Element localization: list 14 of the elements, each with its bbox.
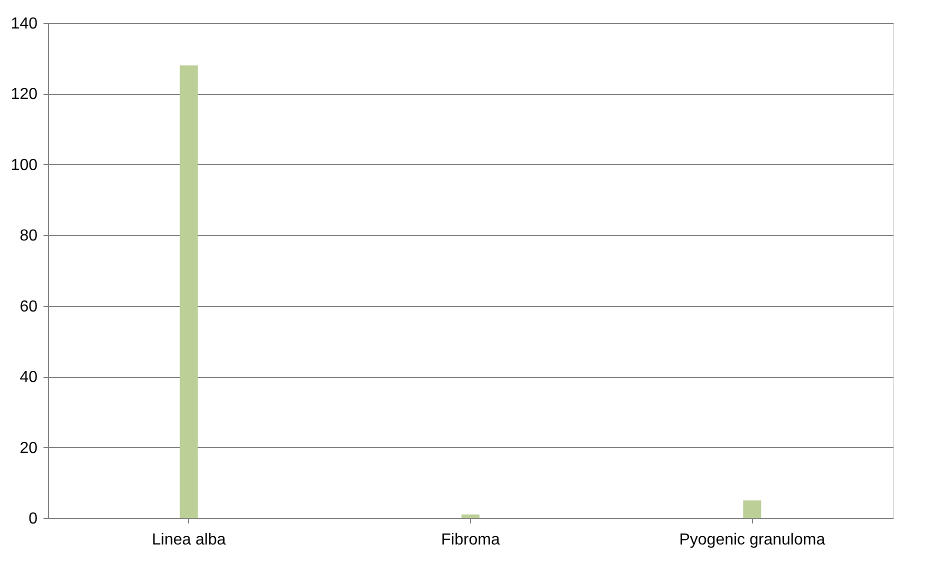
y-tick-label: 80 bbox=[20, 228, 38, 245]
x-tick-label: Linea alba bbox=[152, 532, 226, 548]
bar bbox=[743, 500, 762, 518]
x-tick-label: Pyogenic granuloma bbox=[679, 532, 826, 548]
y-tick-label: 0 bbox=[28, 510, 38, 528]
y-tick-label: 60 bbox=[20, 298, 38, 316]
bar bbox=[180, 65, 198, 518]
y-tick-label: 40 bbox=[20, 369, 38, 386]
bar bbox=[462, 514, 480, 518]
y-tick-label: 20 bbox=[20, 440, 38, 457]
y-tick-label: 100 bbox=[10, 156, 38, 174]
y-tick-label: 120 bbox=[10, 86, 38, 104]
x-tick-label: Fibroma bbox=[441, 532, 500, 548]
y-tick-label: 140 bbox=[10, 16, 38, 32]
